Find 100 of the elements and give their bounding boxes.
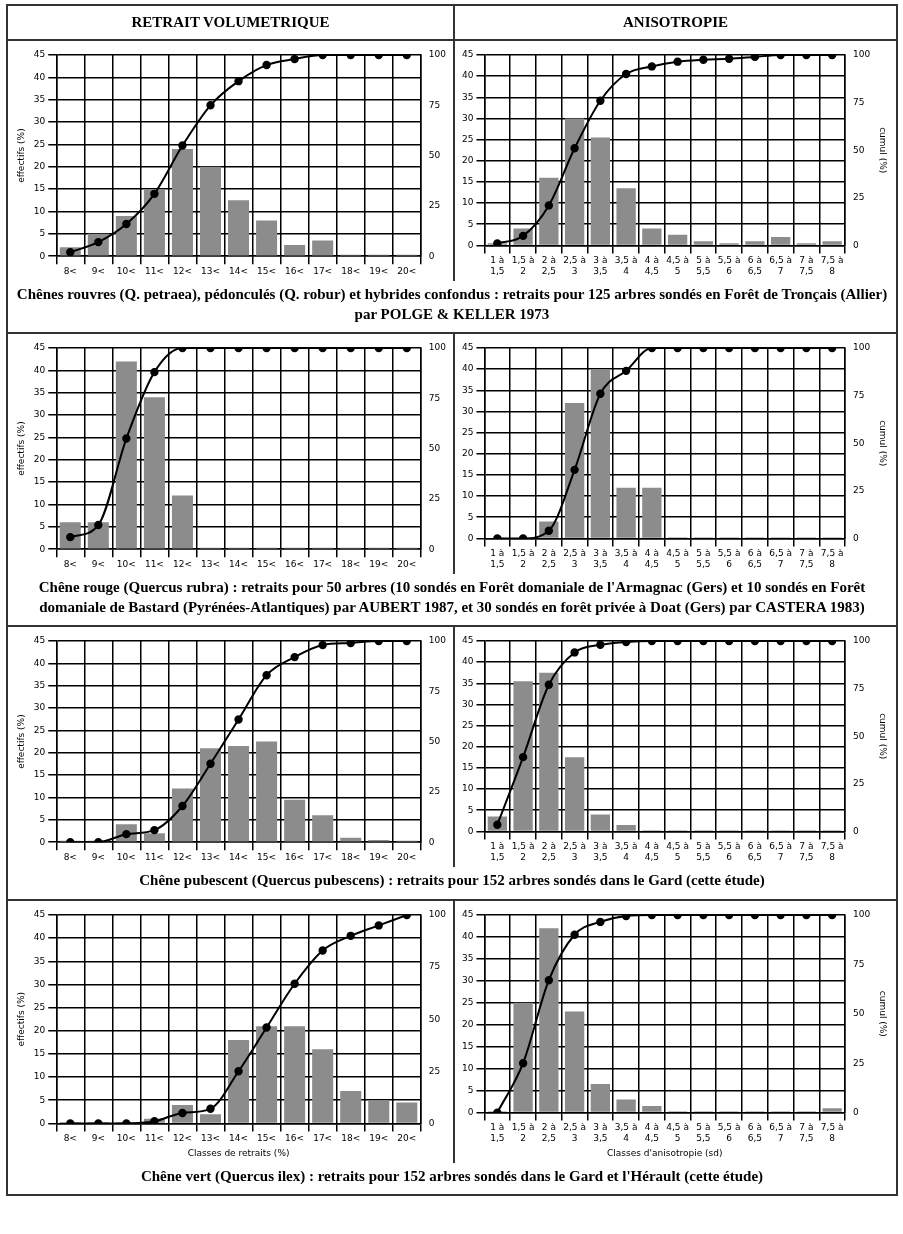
y-tick-label: 20 [33,1024,46,1035]
y-tick-label: 0 [39,836,46,847]
x-tick-label: 18< [341,265,361,276]
y-tick-label: 30 [33,702,46,713]
y2-tick-label: 100 [853,908,871,919]
y-tick-label: 0 [467,1106,474,1117]
x-tick-label: 5,5 à 6 [717,255,741,276]
x-tick-label: 10< [116,558,136,569]
x-tick-label: 6,5 à 7 [769,1121,792,1143]
x-tick-label: 13< [200,1132,220,1143]
x-tick-label: 14< [229,1132,249,1143]
x-tick-label: 10< [116,851,136,862]
y2-tick-label: 25 [853,1057,865,1068]
x-tick-label: 15< [257,851,277,862]
x-tick-label: 4,5 à 5 [666,1121,689,1143]
x-tick-label: 8< [63,851,77,862]
y2-tick-label: 100 [853,635,871,646]
x-tick-label: 12< [172,558,192,569]
y2-tick-label: 0 [428,1117,435,1128]
x-tick-label: 19< [369,851,389,862]
x-tick-label: 3,5 à 4 [614,1121,638,1143]
y2-axis-title: cumul (%) [878,127,889,174]
y2-tick-label: 75 [428,392,441,403]
x-axis-title: Classes de retraits (%) [187,1147,290,1158]
x-tick-label: 16< [285,558,305,569]
x-tick-label: 5 à 5,5 [696,1121,711,1143]
y-tick-label: 40 [462,70,474,81]
x-tick-label: 2,5 à 3 [563,841,586,862]
y-tick-label: 45 [462,342,474,353]
x-tick-label: 7 à 7,5 [799,548,814,569]
x-tick-label: 13< [200,265,220,276]
y-tick-label: 25 [33,138,46,149]
x-tick-label: 6,5 à 7 [769,255,792,276]
y-tick-label: 5 [467,1084,474,1095]
y2-tick-label: 0 [428,543,435,554]
x-tick-label: 1,5 à 2 [511,548,535,569]
y-tick-label: 0 [39,250,46,261]
x-tick-label: 7 à 7,5 [799,1121,814,1143]
x-tick-label: 15< [257,265,277,276]
x-tick-label: 2 à 2,5 [541,841,556,862]
x-tick-label: 3 à 3,5 [593,255,608,276]
y-tick-label: 0 [467,532,474,543]
y-tick-label: 45 [33,635,46,646]
y-tick-label: 45 [462,635,474,646]
y-tick-label: 45 [33,342,46,353]
x-tick-label: 20< [397,265,417,276]
y-tick-label: 0 [467,825,474,836]
y-tick-label: 0 [39,543,46,554]
x-tick-label: 1,5 à 2 [511,841,535,862]
x-tick-label: 1 à 1,5 [490,841,505,862]
y-tick-label: 5 [39,1094,46,1105]
x-tick-label: 9< [91,851,105,862]
y-tick-label: 45 [33,908,46,919]
y-tick-label: 25 [462,996,474,1007]
y-tick-label: 35 [33,94,46,105]
y-tick-label: 15 [462,469,474,480]
x-tick-label: 19< [369,558,389,569]
x-tick-label: 7,5 à 8 [820,548,844,569]
x-tick-label: 6,5 à 7 [769,841,792,862]
y-tick-label: 25 [462,133,474,144]
y-tick-label: 40 [462,930,474,941]
y2-tick-label: 75 [853,96,865,107]
y2-tick-label: 50 [428,442,441,453]
x-tick-label: 9< [91,265,105,276]
x-tick-label: 5 à 5,5 [696,841,711,862]
x-tick-label: 16< [285,1132,305,1143]
y-tick-label: 30 [33,116,46,127]
x-tick-label: 11< [144,558,164,569]
y2-tick-label: 25 [853,485,865,496]
x-tick-label: 5 à 5,5 [696,548,711,569]
y2-tick-label: 100 [853,49,871,60]
y-tick-label: 20 [462,741,474,752]
x-tick-label: 4 à 4,5 [644,548,660,569]
y-tick-label: 20 [462,1018,474,1029]
x-tick-label: 7,5 à 8 [820,1121,844,1143]
x-tick-label: 5 à 5,5 [696,255,711,276]
y-tick-label: 10 [33,791,46,802]
y-tick-label: 20 [462,155,474,166]
y-tick-label: 10 [33,1070,46,1081]
x-tick-label: 9< [91,1132,105,1143]
x-tick-label: 12< [172,851,192,862]
x-tick-label: 10< [116,265,136,276]
y-tick-label: 15 [33,769,46,780]
y-tick-label: 5 [467,804,474,815]
y2-tick-label: 50 [853,730,865,741]
x-tick-label: 4,5 à 5 [666,255,689,276]
x-tick-label: 8< [63,1132,77,1143]
y2-tick-label: 25 [428,493,441,504]
y2-axis-title: cumul (%) [878,990,889,1037]
y-tick-label: 5 [467,511,474,522]
x-tick-label: 17< [313,851,333,862]
y-tick-label: 35 [33,955,46,966]
x-tick-label: 14< [229,265,249,276]
y-tick-label: 30 [462,405,474,416]
y-axis-title: effectifs (%) [15,991,26,1046]
x-tick-label: 18< [341,558,361,569]
x-tick-label: 2 à 2,5 [541,548,556,569]
x-tick-label: 6 à 6,5 [747,548,763,569]
y-tick-label: 15 [33,183,46,194]
y-tick-label: 40 [462,656,474,667]
